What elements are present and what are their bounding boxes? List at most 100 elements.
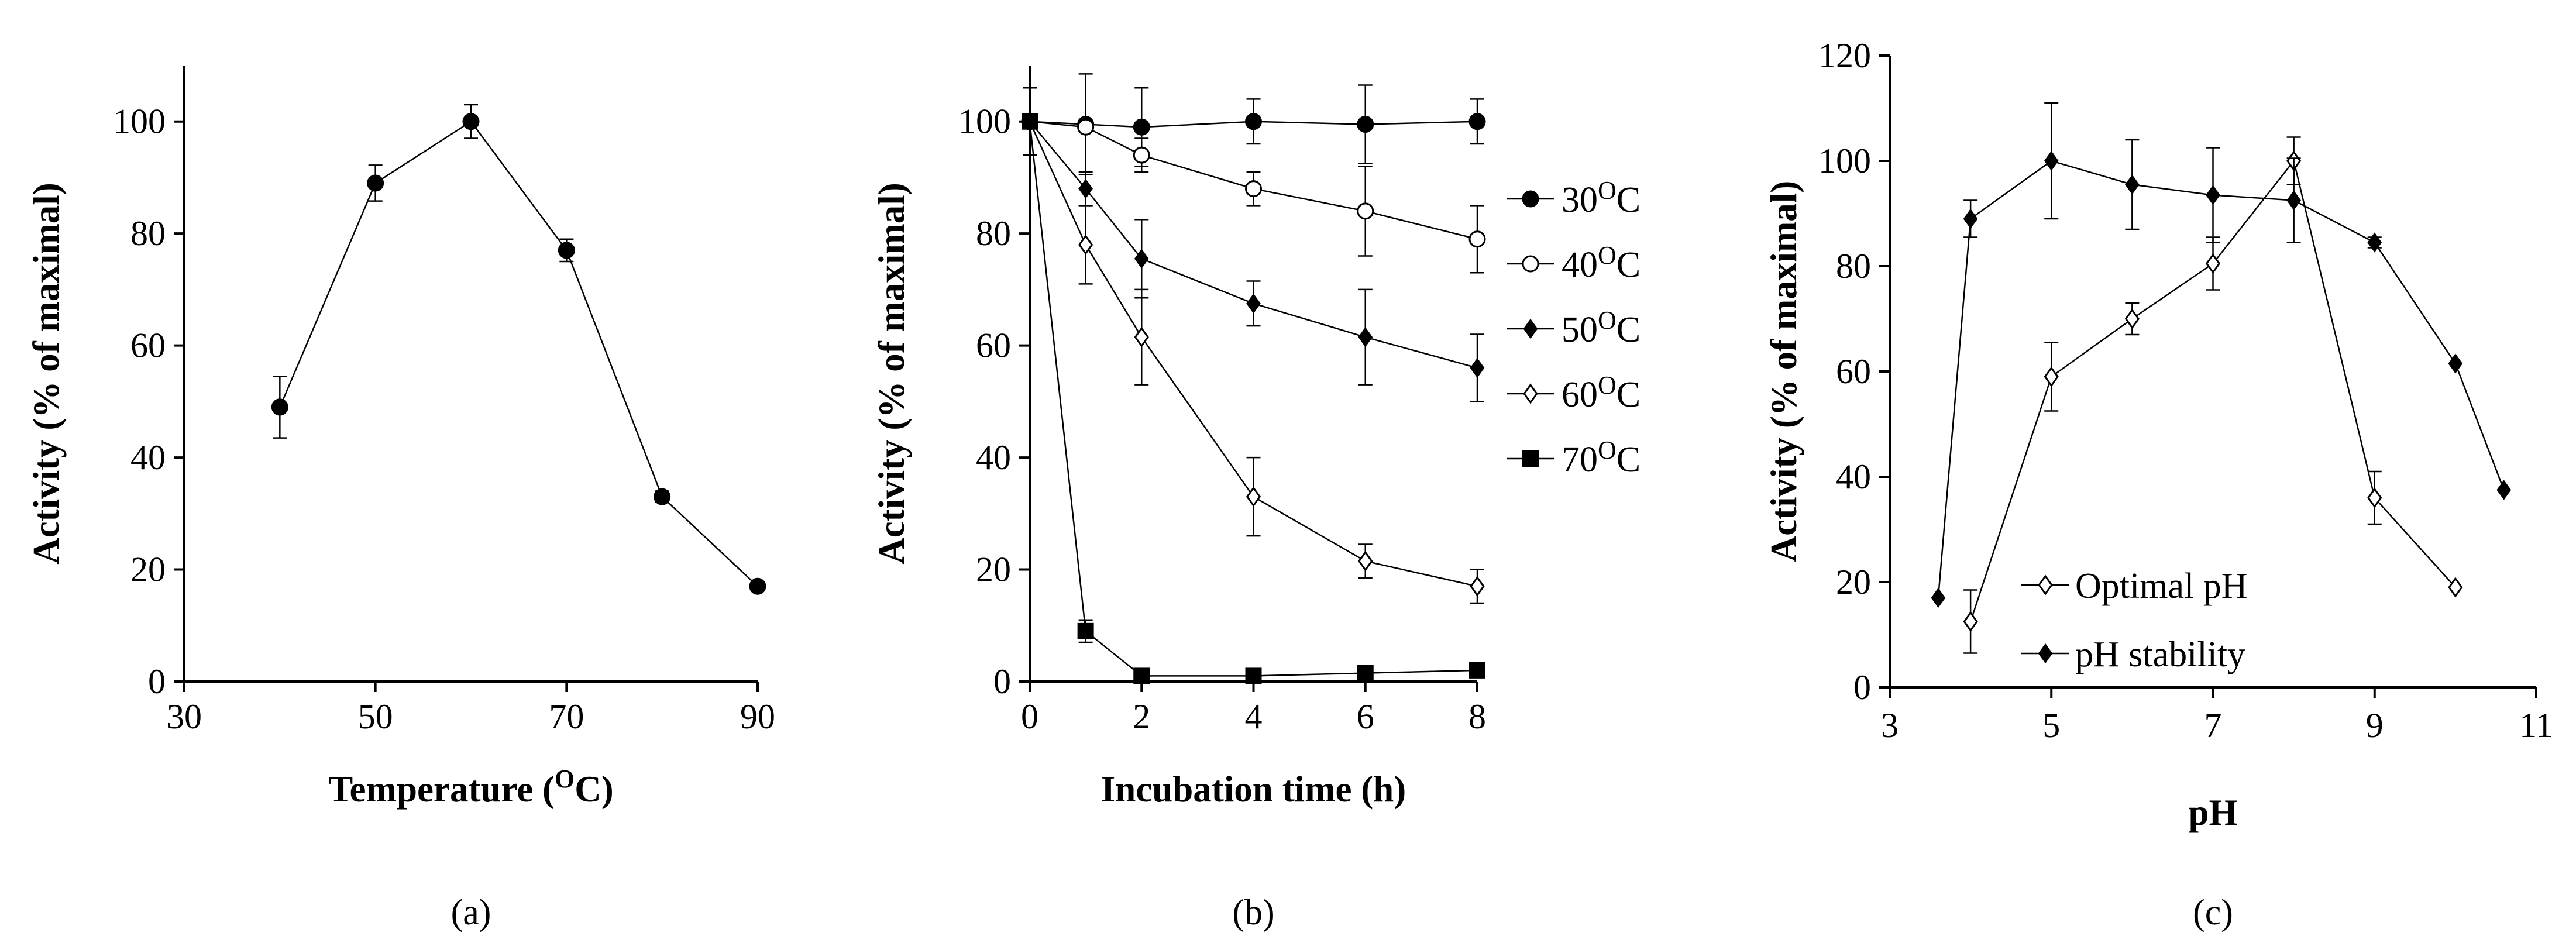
legend-label-text: 60 xyxy=(1562,375,1598,415)
series-line xyxy=(1029,121,1478,587)
y-tick-label: 40 xyxy=(976,438,1011,477)
series-70 xyxy=(1022,113,1485,684)
data-point xyxy=(1357,665,1374,682)
panel-label: (a) xyxy=(451,893,491,932)
data-point xyxy=(1134,249,1149,269)
x-tick-label: 70 xyxy=(549,697,584,736)
legend-label-text: 50 xyxy=(1562,310,1598,350)
data-point xyxy=(654,488,671,505)
x-tick-label: 9 xyxy=(2366,706,2384,745)
data-point xyxy=(1357,116,1374,133)
y-tick-label: 100 xyxy=(113,102,166,141)
data-point xyxy=(1246,486,1261,507)
panel-label: (c) xyxy=(2193,893,2233,932)
data-point xyxy=(2125,174,2140,195)
data-point xyxy=(1470,576,1485,597)
legend-item: 50OC xyxy=(1507,306,1640,350)
data-point xyxy=(1078,234,1093,255)
legend-label-sup: O xyxy=(1598,176,1617,205)
x-tick-label: 2 xyxy=(1133,697,1150,736)
data-point xyxy=(271,398,288,416)
data-point xyxy=(1468,113,1486,130)
legend-label-text: 70 xyxy=(1562,440,1598,480)
data-point xyxy=(1470,357,1485,378)
data-point xyxy=(1022,113,1038,130)
x-tick-label: 6 xyxy=(1357,697,1374,736)
data-point xyxy=(2206,185,2220,205)
data-point xyxy=(2448,353,2463,374)
x-tick-label: 50 xyxy=(358,697,393,736)
data-point xyxy=(2286,190,2301,211)
data-point xyxy=(2044,150,2059,171)
legend-label-text: Optimal pH xyxy=(2075,566,2247,606)
x-axis-title-text: pH xyxy=(2188,792,2237,833)
data-point xyxy=(558,242,575,259)
data-point xyxy=(1468,230,1486,248)
legend-label: 50OC xyxy=(1562,306,1640,350)
data-point xyxy=(1931,587,1946,608)
x-axis-title: Temperature (OC) xyxy=(328,765,613,810)
legend-marker xyxy=(1523,318,1538,339)
legend-label-text: pH stability xyxy=(2075,635,2245,674)
data-point xyxy=(1358,327,1373,347)
y-tick-label: 0 xyxy=(1853,668,1871,707)
x-axis-title-text: Temperature ( xyxy=(328,769,555,810)
legend-label-unit: C xyxy=(1617,245,1640,285)
y-tick-label: 60 xyxy=(130,326,166,365)
data-point xyxy=(2496,480,2512,500)
data-point xyxy=(1245,113,1262,130)
data-point xyxy=(1246,293,1261,314)
series-50 xyxy=(1022,111,1485,402)
data-point xyxy=(1077,622,1094,639)
data-point xyxy=(2367,232,2382,253)
y-axis-title: Activity (% of maximal) xyxy=(1763,181,1804,563)
x-tick-label: 8 xyxy=(1468,697,1486,736)
x-tick-label: 3 xyxy=(1881,706,1899,745)
data-point xyxy=(1133,118,1150,136)
y-tick-label: 120 xyxy=(1818,36,1871,75)
data-point xyxy=(1358,550,1373,572)
series-line xyxy=(279,121,758,587)
series-line xyxy=(1029,121,1478,677)
series-line xyxy=(1029,121,1478,128)
x-tick-label: 11 xyxy=(2519,706,2553,745)
legend-label: 30OC xyxy=(1562,176,1640,220)
legend-label-sup: O xyxy=(1598,436,1617,464)
y-axis-title: Activity (% of maximal) xyxy=(871,183,912,565)
x-tick-label: 0 xyxy=(1021,697,1038,736)
x-tick-label: 5 xyxy=(2042,706,2060,745)
legend-marker xyxy=(2038,643,2053,664)
chart-panel-a: 30 50 70 90 0 20 40 60 80 100 Temperature (OC) Acti… xyxy=(26,66,775,932)
data-point xyxy=(2367,487,2382,508)
y-tick-label: 60 xyxy=(976,326,1011,365)
x-tick-label: 90 xyxy=(740,697,775,736)
y-tick-label: 60 xyxy=(1836,352,1871,391)
panel-label: (b) xyxy=(1232,893,1274,932)
y-tick-label: 80 xyxy=(130,214,166,253)
legend-label-sup: O xyxy=(1598,306,1617,335)
legend-label-sup: O xyxy=(1598,371,1617,400)
legend-marker xyxy=(2038,574,2053,596)
data-point xyxy=(1078,178,1093,199)
legend-label-unit: C xyxy=(1617,310,1640,350)
legend-marker xyxy=(1523,383,1538,404)
data-point xyxy=(367,174,384,192)
legend-label: Optimal pH xyxy=(2075,566,2247,606)
x-tick-label: 7 xyxy=(2204,706,2222,745)
y-tick-label: 40 xyxy=(130,438,166,477)
data-point xyxy=(1245,180,1262,198)
y-tick-label: 80 xyxy=(1836,247,1871,285)
legend-marker xyxy=(1522,450,1539,467)
data-point xyxy=(2448,577,2463,598)
x-axis-title-tail: C) xyxy=(575,769,613,810)
data-point xyxy=(2124,308,2140,329)
legend-item: 40OC xyxy=(1507,241,1640,285)
data-point xyxy=(2044,366,2059,387)
x-axis-title: Incubation time (h) xyxy=(1101,769,1406,810)
y-axis-title: Activity (% of maximal) xyxy=(26,183,67,565)
legend-marker xyxy=(1522,190,1539,208)
legend-label-text: 40 xyxy=(1562,245,1598,285)
y-tick-label: 0 xyxy=(148,662,166,701)
legend-item: pH stability xyxy=(2021,635,2245,674)
